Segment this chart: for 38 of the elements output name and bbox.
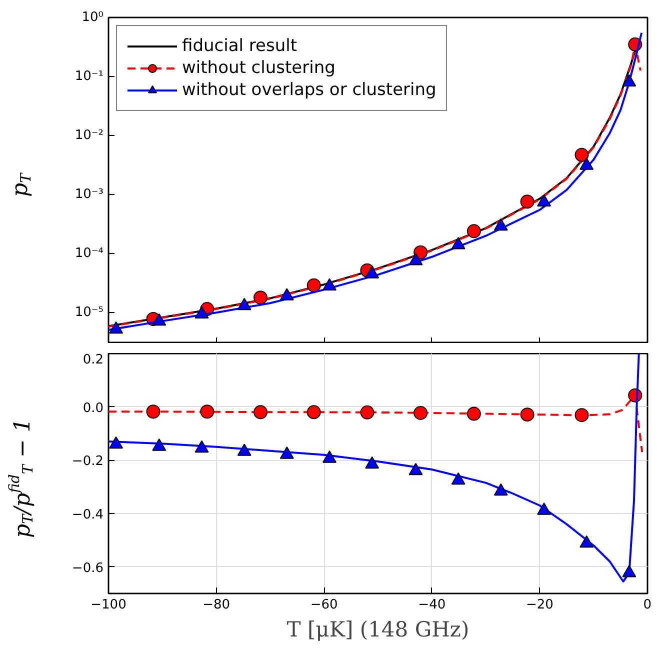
y-tick-label: 10⁻² [74, 128, 104, 144]
x-tick-label: −80 [202, 598, 230, 612]
point [322, 278, 336, 290]
point [280, 288, 294, 300]
y-tick-label: 10⁰ [82, 10, 104, 25]
legend-label: fiducial result [182, 36, 297, 56]
y-tick-label: −0.2 [72, 454, 104, 470]
point [152, 313, 166, 326]
x-tick-label: −100 [90, 598, 126, 612]
point [574, 148, 589, 162]
y-tick-label: 10⁻³ [74, 187, 104, 202]
point [194, 306, 209, 318]
y-tick-label: −0.6 [72, 560, 104, 576]
legend-label: without overlaps or clustering [182, 80, 436, 100]
y-tick-label: 10⁻⁴ [74, 246, 104, 262]
point [520, 194, 534, 209]
y-tick-label: −0.4 [72, 508, 104, 522]
x-axis-title: T [μK] (148 GHz) [286, 618, 470, 642]
x-tick-label: 0 [643, 598, 652, 612]
legend-label: without clustering [182, 58, 336, 78]
x-tick-label: −60 [310, 598, 338, 612]
point [537, 194, 552, 207]
y-tick-label: 0.2 [82, 352, 104, 368]
y-tick-label: 10⁻⁵ [74, 305, 104, 320]
point [408, 252, 423, 266]
line-series [108, 354, 640, 582]
point [622, 74, 636, 86]
point [494, 218, 508, 231]
point [414, 245, 428, 260]
point [365, 266, 380, 278]
x-tick-label: −40 [418, 598, 446, 612]
x-tick-label: −20 [526, 598, 554, 612]
point [451, 236, 466, 250]
y-tick-label: 10⁻¹ [74, 69, 104, 84]
y-tick-label: 0.0 [82, 400, 104, 416]
point [237, 298, 252, 310]
point [580, 158, 594, 170]
point [109, 321, 124, 334]
